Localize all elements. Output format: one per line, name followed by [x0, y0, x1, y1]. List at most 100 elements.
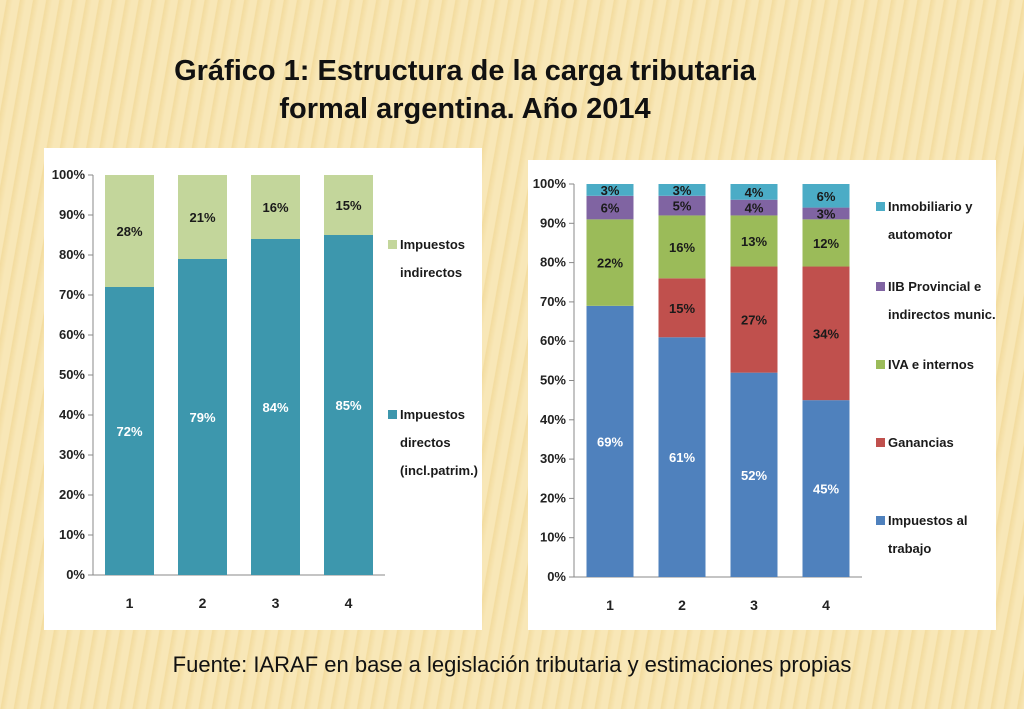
y-tick-label: 0%: [66, 567, 85, 582]
left-chart-panel: 0% 10% 20% 30% 40% 50% 60% 70% 80% 90% 100% 72% 28% 1…: [44, 148, 482, 630]
bar-segment: [802, 219, 850, 267]
legend-label: Impuestos al: [888, 513, 967, 528]
y-tick-label: 50%: [59, 367, 85, 382]
data-label: 22%: [597, 256, 623, 271]
data-label: 85%: [335, 398, 361, 413]
legend-label: automotor: [888, 227, 952, 242]
bar-segment: [658, 215, 706, 279]
legend-label: (incl.patrim.): [400, 463, 478, 478]
legend-swatch: [876, 282, 885, 291]
bar-segment: [251, 175, 300, 239]
bar-segment: [802, 400, 850, 577]
legend-swatch: [876, 360, 885, 369]
legend-label: directos: [400, 435, 451, 450]
legend-label: trabajo: [888, 541, 931, 556]
category-label: 3: [750, 597, 758, 613]
bar-segment: [802, 207, 850, 220]
title-line-2: formal argentina. Año 2014: [279, 93, 651, 125]
bar-segment: [730, 372, 778, 577]
bar-segment: [105, 287, 154, 575]
data-label: 4%: [745, 201, 764, 216]
legend-label: IVA e internos: [888, 357, 974, 372]
bar-segment: [324, 175, 373, 235]
y-tick-label: 30%: [540, 451, 566, 466]
y-tick-label: 70%: [59, 287, 85, 302]
data-label: 45%: [813, 482, 839, 497]
data-label: 28%: [116, 224, 142, 239]
bar-segment: [178, 259, 227, 575]
bar-segment: [730, 199, 778, 216]
category-label: 1: [606, 597, 614, 613]
legend-swatch: [388, 240, 397, 249]
data-label: 6%: [817, 189, 836, 204]
data-label: 3%: [673, 183, 692, 198]
y-tick-label: 10%: [540, 530, 566, 545]
legend-swatch: [388, 410, 397, 419]
data-label: 16%: [669, 240, 695, 255]
bar-segment: [324, 235, 373, 575]
right-chart-panel: 0% 10% 20% 30% 40% 50% 60% 70% 80% 90% 100% 69% 22% 6…: [528, 160, 996, 630]
data-label: 4%: [745, 185, 764, 200]
legend-label: Impuestos: [400, 237, 465, 252]
y-tick-label: 60%: [540, 333, 566, 348]
legend-label: Ganancias: [888, 435, 954, 450]
data-label: 27%: [741, 313, 767, 328]
left-stacked-bar-chart: 0% 10% 20% 30% 40% 50% 60% 70% 80% 90% 100% 72% 28% 1…: [52, 167, 478, 611]
bar-segment: [658, 337, 706, 577]
data-label: 84%: [262, 400, 288, 415]
bar-segment: [586, 184, 634, 196]
bar-segment: [802, 184, 850, 208]
data-label: 16%: [262, 200, 288, 215]
y-tick-label: 80%: [59, 247, 85, 262]
bar-segment: [658, 184, 706, 196]
bar-segment: [251, 239, 300, 575]
data-label: 5%: [673, 199, 692, 214]
bar-segment: [586, 195, 634, 220]
bar-segment: [658, 195, 706, 216]
bar-segment: [730, 215, 778, 267]
data-label: 52%: [741, 468, 767, 483]
right-stacked-bar-chart: 0% 10% 20% 30% 40% 50% 60% 70% 80% 90% 100% 69% 22% 6…: [533, 176, 996, 613]
y-tick-label: 80%: [540, 255, 566, 270]
category-label: 2: [199, 595, 207, 611]
y-tick-label: 90%: [540, 215, 566, 230]
y-tick-label: 50%: [540, 373, 566, 388]
y-tick-label: 100%: [52, 167, 86, 182]
data-label: 12%: [813, 236, 839, 251]
bar-segment: [586, 219, 634, 306]
legend-label: indirectos munic.: [888, 307, 996, 322]
data-label: 6%: [601, 201, 620, 216]
bar-segment: [802, 266, 850, 401]
category-label: 2: [678, 597, 686, 613]
y-tick-label: 90%: [59, 207, 85, 222]
title-line-1: Gráfico 1: Estructura de la carga tribut…: [174, 55, 756, 87]
legend-swatch: [876, 516, 885, 525]
y-tick-label: 0%: [547, 569, 566, 584]
legend-label: Impuestos: [400, 407, 465, 422]
legend-label: indirectos: [400, 265, 462, 280]
data-label: 72%: [116, 424, 142, 439]
bar-segment: [730, 266, 778, 373]
bar-segment: [105, 175, 154, 287]
y-tick-label: 30%: [59, 447, 85, 462]
legend-swatch: [876, 438, 885, 447]
y-tick-label: 40%: [540, 412, 566, 427]
data-label: 15%: [669, 301, 695, 316]
category-label: 1: [126, 595, 134, 611]
legend-label: IIB Provincial e: [888, 279, 981, 294]
bar-segment: [586, 305, 634, 577]
source-note: Fuente: IARAF en base a legislación trib…: [172, 652, 852, 677]
data-label: 34%: [813, 326, 839, 341]
y-tick-label: 20%: [59, 487, 85, 502]
y-tick-label: 70%: [540, 294, 566, 309]
category-label: 4: [822, 597, 830, 613]
category-label: 4: [345, 595, 353, 611]
chart-title: Gráfico 1: Estructura de la carga tribut…: [40, 52, 890, 128]
bar-segment: [178, 175, 227, 259]
y-tick-label: 60%: [59, 327, 85, 342]
bar-segment: [658, 278, 706, 338]
data-label: 79%: [189, 410, 215, 425]
data-label: 3%: [601, 183, 620, 198]
legend-swatch: [876, 202, 885, 211]
y-tick-label: 20%: [540, 490, 566, 505]
